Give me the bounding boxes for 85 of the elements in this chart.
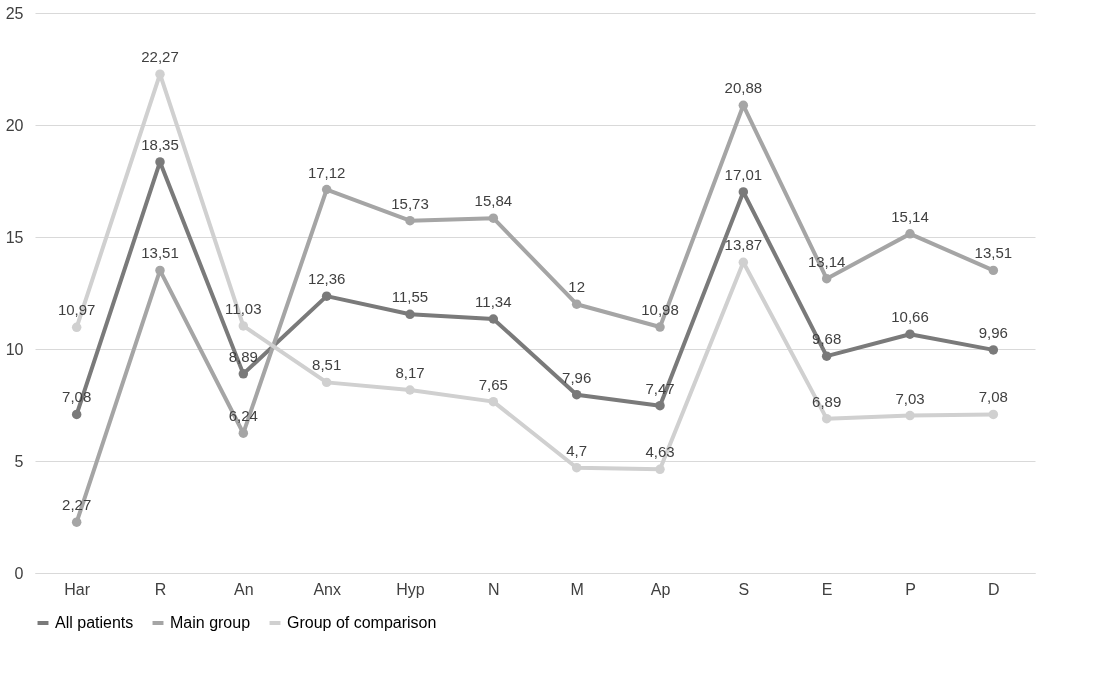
point bbox=[988, 345, 999, 355]
point bbox=[405, 309, 415, 320]
x-tick-label: Har bbox=[64, 580, 91, 598]
point bbox=[655, 464, 665, 475]
legend-label: All patients bbox=[55, 614, 134, 631]
y-tick-label: 0 bbox=[14, 564, 24, 582]
point bbox=[905, 410, 915, 421]
data-label: 8,17 bbox=[395, 363, 425, 381]
data-label: 18,35 bbox=[141, 135, 179, 153]
data-label: 20,88 bbox=[724, 79, 763, 97]
x-tick-label: Anx bbox=[313, 580, 341, 598]
point bbox=[238, 321, 249, 331]
point bbox=[71, 517, 82, 527]
point bbox=[238, 428, 249, 438]
point bbox=[238, 369, 249, 379]
x-tick-label: R bbox=[154, 580, 167, 598]
data-label: 8,51 bbox=[312, 356, 342, 374]
point bbox=[405, 385, 415, 395]
data-label: 7,03 bbox=[895, 389, 925, 407]
data-label: 10,66 bbox=[891, 308, 929, 326]
point bbox=[988, 409, 999, 420]
point bbox=[655, 400, 665, 411]
data-label: 13,14 bbox=[807, 252, 846, 270]
data-label: 4,7 bbox=[566, 441, 588, 459]
data-label: 13,51 bbox=[974, 244, 1013, 262]
data-label: 17,12 bbox=[307, 163, 346, 181]
data-label: 4,63 bbox=[645, 443, 675, 461]
point bbox=[571, 299, 582, 309]
data-label: 10,97 bbox=[57, 301, 96, 319]
data-label: 9,96 bbox=[978, 323, 1008, 341]
data-label: 13,87 bbox=[724, 236, 763, 254]
data-label: 7,96 bbox=[562, 368, 592, 386]
data-label: 7,65 bbox=[478, 375, 508, 393]
data-label: 7,08 bbox=[978, 388, 1008, 406]
point bbox=[155, 157, 165, 167]
data-label: 6,24 bbox=[228, 407, 258, 425]
point bbox=[321, 184, 332, 195]
point bbox=[571, 389, 582, 400]
x-tick-label: M bbox=[570, 580, 584, 598]
point bbox=[988, 265, 999, 276]
data-label: 15,14 bbox=[891, 207, 929, 225]
x-tick-label: D bbox=[988, 580, 1000, 598]
point bbox=[821, 273, 832, 284]
x-tick-label: S bbox=[738, 580, 750, 598]
point bbox=[488, 396, 499, 407]
point bbox=[71, 409, 82, 420]
y-tick-label: 20 bbox=[5, 116, 24, 134]
point bbox=[71, 322, 82, 333]
data-label: 11,03 bbox=[225, 299, 262, 317]
point bbox=[821, 413, 832, 424]
x-tick-label: N bbox=[488, 580, 500, 598]
y-tick-label: 5 bbox=[14, 452, 24, 470]
point bbox=[488, 314, 499, 324]
x-tick-label: E bbox=[821, 580, 833, 598]
data-label: 6,89 bbox=[812, 392, 842, 410]
data-label: 11,55 bbox=[391, 288, 429, 306]
point bbox=[488, 213, 499, 223]
legend-label: Group of comparison bbox=[287, 614, 437, 631]
data-label: 22,27 bbox=[141, 48, 179, 66]
point bbox=[905, 329, 915, 339]
x-tick-label: P bbox=[905, 580, 916, 598]
point bbox=[821, 351, 832, 361]
point bbox=[321, 377, 332, 388]
point bbox=[655, 322, 665, 332]
x-tick-label: Hyp bbox=[396, 580, 425, 598]
data-label: 13,51 bbox=[141, 244, 179, 262]
point bbox=[155, 69, 165, 79]
y-tick-label: 10 bbox=[5, 340, 24, 358]
data-label: 11,34 bbox=[475, 292, 512, 310]
data-label: 2,27 bbox=[62, 496, 92, 514]
data-label: 10,98 bbox=[641, 301, 679, 319]
data-label: 15,84 bbox=[474, 192, 513, 210]
y-tick-label: 25 bbox=[5, 4, 24, 22]
y-tick-label: 15 bbox=[5, 228, 24, 246]
data-label: 12 bbox=[568, 278, 586, 296]
x-tick-label: Ap bbox=[650, 580, 671, 598]
data-label: 12,36 bbox=[307, 270, 346, 288]
legend-label: Main group bbox=[170, 614, 251, 631]
data-label: 17,01 bbox=[724, 165, 763, 183]
point bbox=[321, 291, 332, 301]
point bbox=[571, 462, 582, 473]
data-label: 15,73 bbox=[391, 194, 429, 212]
point bbox=[405, 215, 415, 226]
x-tick-label: An bbox=[234, 580, 254, 598]
point bbox=[905, 229, 915, 239]
